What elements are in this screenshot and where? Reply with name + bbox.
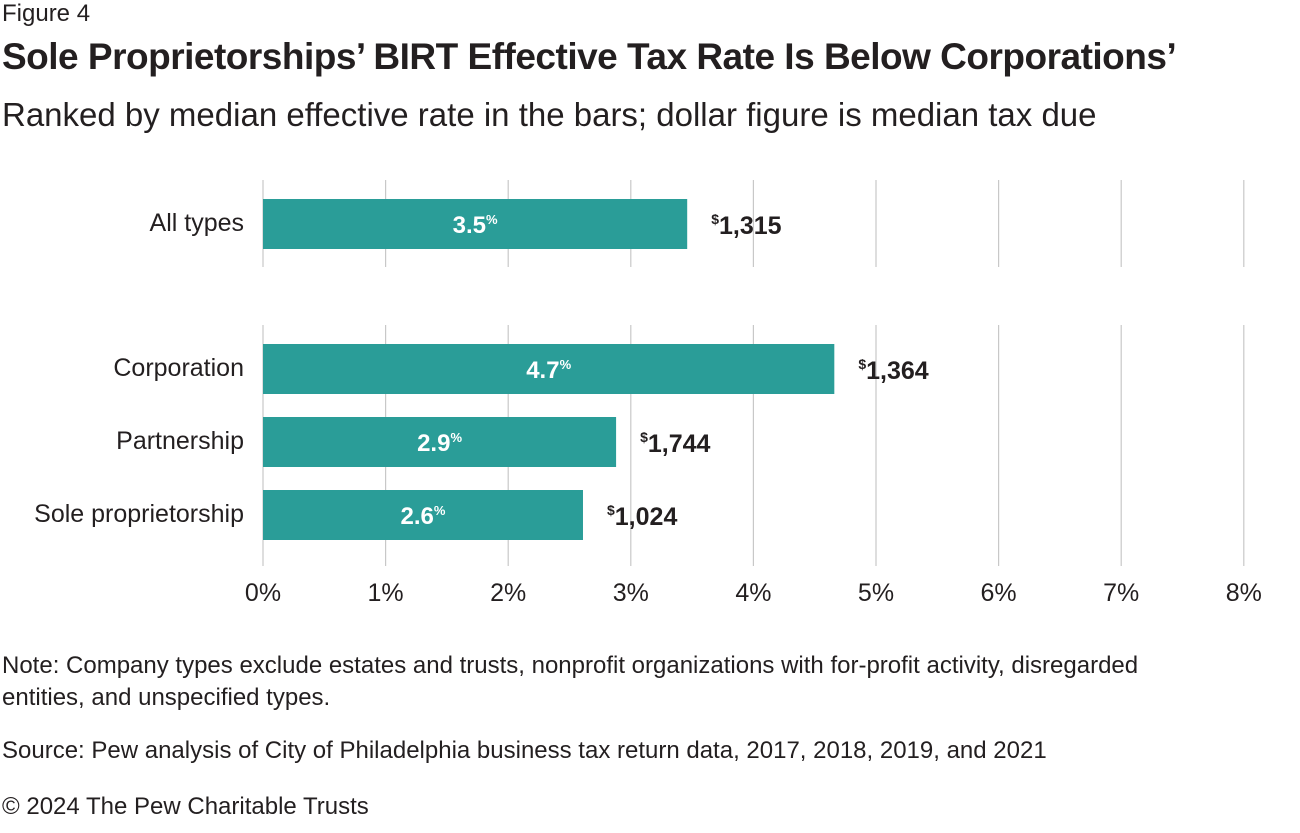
x-tick-label: 0% xyxy=(245,579,281,607)
chart-title: Sole Proprietorships’ BIRT Effective Tax… xyxy=(2,36,1177,77)
bar-3 xyxy=(263,490,583,540)
bar-0 xyxy=(263,199,688,249)
figure-label: Figure 4 xyxy=(2,0,91,27)
category-label: All types xyxy=(150,209,244,237)
category-label: Sole proprietorship xyxy=(34,500,244,528)
x-tick-label: 6% xyxy=(981,579,1017,607)
bar-2 xyxy=(263,417,617,467)
x-tick-label: 4% xyxy=(735,579,771,607)
chart-subtitle: Ranked by median effective rate in the b… xyxy=(2,96,1097,133)
bar-1 xyxy=(263,344,835,394)
bar-chart: 0% 1% 2% 3% 4% 5% 6% 7% 8% All types 3.5% $1,315 Cor… xyxy=(34,180,1262,607)
median-tax-label: $1,315 xyxy=(711,211,781,240)
chart-note: Note: Company types exclude estates and … xyxy=(2,652,1139,711)
x-tick-label: 8% xyxy=(1226,579,1262,607)
x-tick-label: 3% xyxy=(613,579,649,607)
bar-value-label: 4.7% xyxy=(526,357,571,384)
x-tick-label: 2% xyxy=(490,579,526,607)
x-tick-label: 5% xyxy=(858,579,894,607)
median-tax-label: $1,744 xyxy=(640,429,710,458)
median-tax-label: $1,024 xyxy=(607,502,677,531)
x-tick-label: 1% xyxy=(368,579,404,607)
bar-value-label: 2.9% xyxy=(417,430,462,457)
bar-value-label: 2.6% xyxy=(401,503,446,530)
x-tick-label: 7% xyxy=(1103,579,1139,607)
median-tax-label: $1,364 xyxy=(858,356,928,385)
category-label: Partnership xyxy=(116,427,244,455)
chart-source: Source: Pew analysis of City of Philadel… xyxy=(2,737,1047,764)
bar-value-label: 3.5% xyxy=(453,212,498,239)
copyright-notice: © 2024 The Pew Charitable Trusts xyxy=(2,793,369,820)
category-label: Corporation xyxy=(113,354,244,382)
